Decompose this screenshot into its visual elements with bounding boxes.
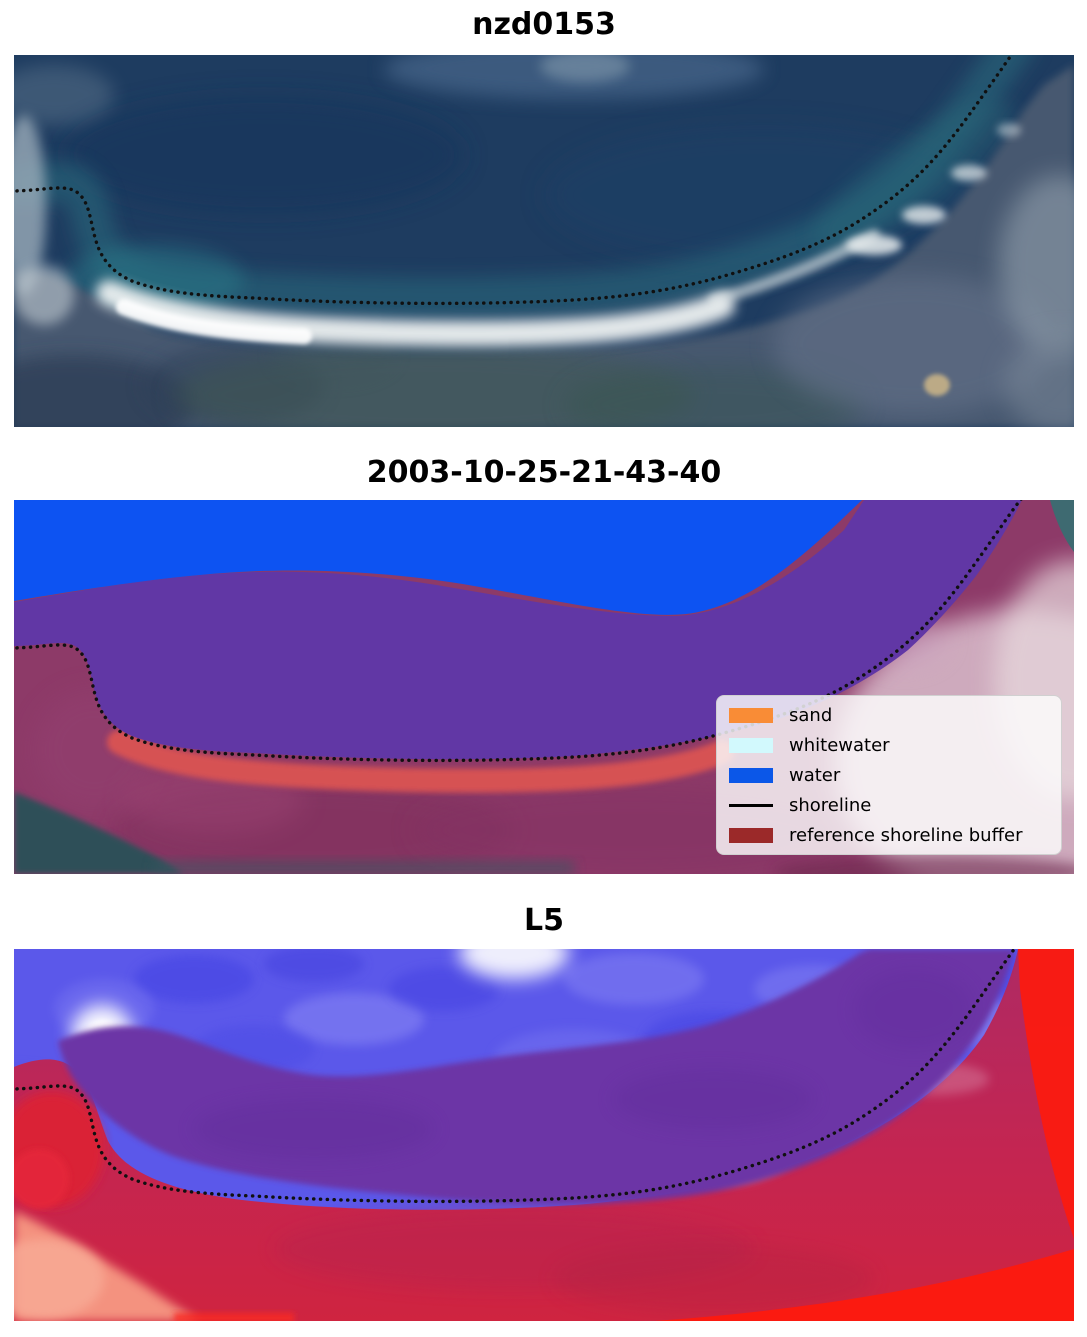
- legend-label: whitewater: [789, 734, 890, 756]
- raw-image-gaps: [14, 792, 1074, 874]
- legend-label: sand: [789, 704, 833, 726]
- panel2-classified-image: sand whitewater water shoreline referenc…: [14, 500, 1074, 874]
- surf-band: [96, 123, 1021, 347]
- buffer-over-whitewater-band: [107, 730, 734, 793]
- tan-spot: [924, 374, 950, 396]
- legend-row-sand: sand: [729, 704, 1049, 726]
- shoreline-path: [14, 949, 1017, 1204]
- left-edge-highlight: [14, 115, 74, 325]
- l5-hot-regions: [654, 949, 1074, 1321]
- sand-swatch: [729, 707, 773, 723]
- legend-label: shoreline: [789, 794, 872, 816]
- l5-land-texture: [14, 1063, 989, 1321]
- panel1-rgb-image: [14, 55, 1074, 427]
- legend-row-shoreline: shoreline: [729, 794, 1049, 816]
- legend: sand whitewater water shoreline referenc…: [716, 695, 1062, 855]
- l5-overlap-texture: [194, 969, 974, 1159]
- top-right-teal-corner: [1050, 500, 1074, 552]
- panel1-title: nzd0153: [472, 7, 616, 42]
- legend-label: water: [789, 764, 841, 786]
- shoreline-path: [14, 55, 1014, 306]
- water-over-buffer-region: [14, 500, 1022, 760]
- legend-row-whitewater: whitewater: [729, 734, 1049, 756]
- water-region: [14, 500, 862, 615]
- panel2-title: 2003-10-25-21-43-40: [366, 455, 722, 490]
- shoreline-path: [14, 500, 1023, 763]
- panel3-title: L5: [524, 903, 564, 938]
- l5-land-region: [14, 949, 1074, 1321]
- panel3-canvas: [14, 949, 1074, 1321]
- land-region: [14, 65, 1074, 427]
- water-swatch: [729, 767, 773, 783]
- reference-buffer-swatch: [729, 827, 773, 843]
- panel1-canvas: [14, 55, 1074, 427]
- legend-label: reference shoreline buffer: [789, 824, 1023, 846]
- legend-row-water: water: [729, 764, 1049, 786]
- shoreline-swatch: [729, 803, 773, 807]
- legend-row-buffer: reference shoreline buffer: [729, 824, 1049, 846]
- panel3-l5-image: [14, 949, 1074, 1321]
- whitewater-swatch: [729, 737, 773, 753]
